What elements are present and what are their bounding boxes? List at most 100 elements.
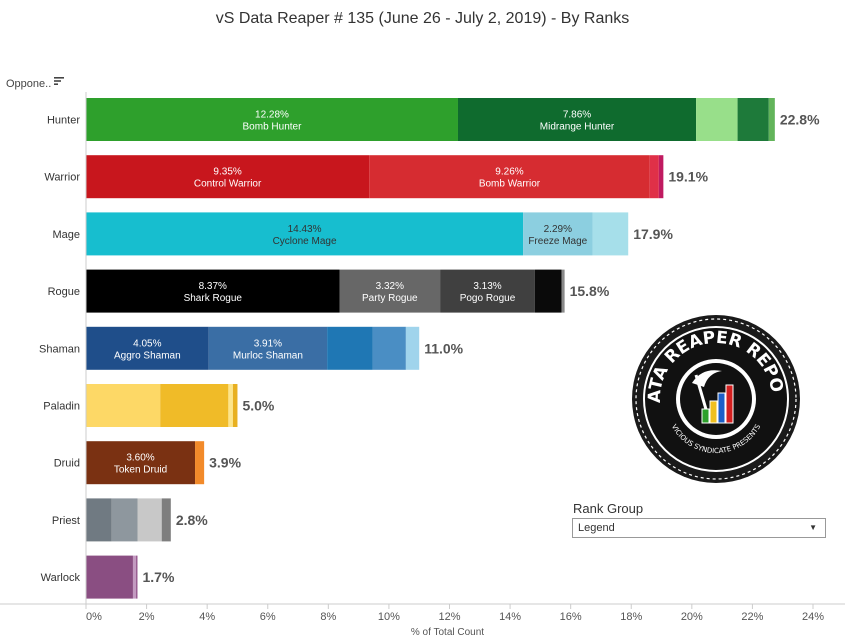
bar-segment[interactable]: [768, 98, 775, 141]
bar-segment[interactable]: [208, 326, 328, 370]
bar-segment[interactable]: [86, 498, 112, 542]
x-tick-label: 10%: [378, 611, 400, 623]
bar-row-rogue[interactable]: Rogue 8.37%Shark Rogue 3.32%Party Rogue 3.1…: [48, 269, 610, 313]
logo-bar: [725, 384, 734, 424]
segment-value-label: 8.37%: [199, 281, 227, 292]
bar-segment[interactable]: [696, 98, 738, 141]
segment-archetype-label: Cyclone Mage: [273, 236, 337, 247]
bar-segment[interactable]: [86, 441, 196, 485]
segment-archetype-label: Token Druid: [114, 465, 167, 476]
segment-value-label: 4.05%: [133, 338, 161, 349]
bar-segment[interactable]: [737, 98, 769, 141]
sort-descending-icon[interactable]: [54, 76, 66, 86]
category-label: Druid: [54, 458, 80, 470]
bar-segment[interactable]: [160, 384, 229, 427]
x-tick-label: 20%: [681, 611, 703, 623]
segment-value-label: 3.60%: [126, 453, 154, 464]
bar-row-hunter[interactable]: Hunter 12.28%Bomb Hunter 7.86%Midrange Hun…: [47, 98, 820, 141]
bar-segment[interactable]: [649, 155, 659, 199]
bar-segment[interactable]: [369, 155, 650, 199]
bar-segment[interactable]: [405, 326, 420, 370]
chart-title: vS Data Reaper # 135 (June 26 - July 2, …: [215, 10, 630, 27]
bar-row-mage[interactable]: Mage 14.43%Cyclone Mage 2.29%Freeze Mage 17…: [52, 212, 673, 256]
bar-total-label: 22.8%: [780, 112, 820, 128]
bar-segment[interactable]: [86, 326, 209, 370]
bar-row-warlock[interactable]: Warlock 1.7%: [41, 555, 175, 599]
chevron-down-icon[interactable]: ▼: [809, 523, 817, 532]
logo-bar: [709, 400, 718, 424]
bar-segment[interactable]: [232, 384, 238, 427]
segment-archetype-label: Control Warrior: [194, 179, 262, 190]
segment-archetype-label: Freeze Mage: [528, 236, 587, 247]
category-label: Shaman: [39, 343, 80, 355]
data-reaper-report-logo: DATA REAPER REPORT VICIOUS SYNDICATE PRE…: [630, 313, 800, 483]
x-tick-label: 18%: [620, 611, 642, 623]
dropdown-value: Legend: [578, 522, 615, 534]
bar-segment[interactable]: [86, 155, 370, 199]
segment-value-label: 14.43%: [288, 224, 322, 235]
bar-segment[interactable]: [457, 98, 697, 141]
legend-title: Rank Group: [573, 501, 644, 516]
segment-archetype-label: Bomb Hunter: [243, 122, 303, 133]
segment-value-label: 3.13%: [473, 281, 501, 292]
segment-value-label: 12.28%: [255, 110, 289, 121]
segment-value-label: 7.86%: [563, 110, 591, 121]
category-label: Rogue: [48, 286, 80, 298]
category-label: Paladin: [43, 401, 80, 413]
bar-total-label: 5.0%: [242, 398, 274, 414]
bar-row-warrior[interactable]: Warrior 9.35%Control Warrior 9.26%Bomb War…: [44, 155, 709, 199]
segment-value-label: 3.91%: [254, 338, 282, 349]
bar-segment[interactable]: [534, 269, 562, 313]
bar-segment[interactable]: [86, 384, 161, 427]
bar-segment[interactable]: [372, 326, 406, 370]
bar-total-label: 2.8%: [176, 512, 208, 528]
bar-segment[interactable]: [86, 269, 340, 313]
x-tick-label: 8%: [320, 611, 336, 623]
x-tick-label: 16%: [560, 611, 582, 623]
bar-segment[interactable]: [161, 498, 171, 542]
logo-bar: [701, 408, 710, 424]
bar-segment[interactable]: [339, 269, 441, 313]
category-label: Hunter: [47, 115, 80, 127]
bar-segment[interactable]: [195, 441, 205, 485]
bar-segment[interactable]: [132, 555, 136, 599]
bar-segment[interactable]: [592, 212, 629, 256]
sort-field-label[interactable]: Oppone..: [6, 78, 52, 90]
bar-segment[interactable]: [440, 269, 535, 313]
bar-row-priest[interactable]: Priest 2.8%: [52, 498, 208, 542]
bars-layer: Hunter 12.28%Bomb Hunter 7.86%Midrange Hun…: [39, 98, 820, 599]
segment-value-label: 9.35%: [213, 167, 241, 178]
x-tick-label: 14%: [499, 611, 521, 623]
segment-archetype-label: Party Rogue: [362, 293, 418, 304]
rank-group-dropdown[interactable]: Legend ▼: [572, 518, 826, 538]
bar-segment[interactable]: [135, 555, 138, 599]
bar-segment[interactable]: [111, 498, 138, 542]
segment-archetype-label: Murloc Shaman: [233, 350, 303, 361]
segment-archetype-label: Aggro Shaman: [114, 350, 181, 361]
segment-archetype-label: Bomb Warrior: [479, 179, 541, 190]
x-tick-label: 2%: [139, 611, 155, 623]
bar-segment[interactable]: [561, 269, 565, 313]
bar-segment[interactable]: [86, 98, 458, 141]
bar-segment[interactable]: [658, 155, 664, 199]
segment-value-label: 3.32%: [376, 281, 404, 292]
bar-row-druid[interactable]: Druid 3.60%Token Druid 3.9%: [54, 441, 242, 485]
bar-segment[interactable]: [137, 498, 162, 542]
bar-row-paladin[interactable]: Paladin 5.0%: [43, 384, 275, 427]
bar-row-shaman[interactable]: Shaman 4.05%Aggro Shaman 3.91%Murloc Shama…: [39, 326, 464, 370]
bar-segment[interactable]: [228, 384, 233, 427]
x-axis-title: % of Total Count: [411, 627, 484, 638]
bar-total-label: 11.0%: [424, 340, 463, 356]
x-tick-label: 0%: [86, 611, 102, 623]
bar-total-label: 1.7%: [142, 569, 174, 585]
logo-bar: [717, 392, 726, 424]
bar-segment[interactable]: [523, 212, 593, 256]
bar-total-label: 17.9%: [633, 226, 673, 242]
bar-segment[interactable]: [86, 212, 524, 256]
bar-total-label: 15.8%: [570, 283, 610, 299]
x-tick-label: 4%: [199, 611, 215, 623]
bar-segment[interactable]: [327, 326, 373, 370]
bar-segment[interactable]: [86, 555, 133, 599]
x-tick-label: 24%: [802, 611, 824, 623]
